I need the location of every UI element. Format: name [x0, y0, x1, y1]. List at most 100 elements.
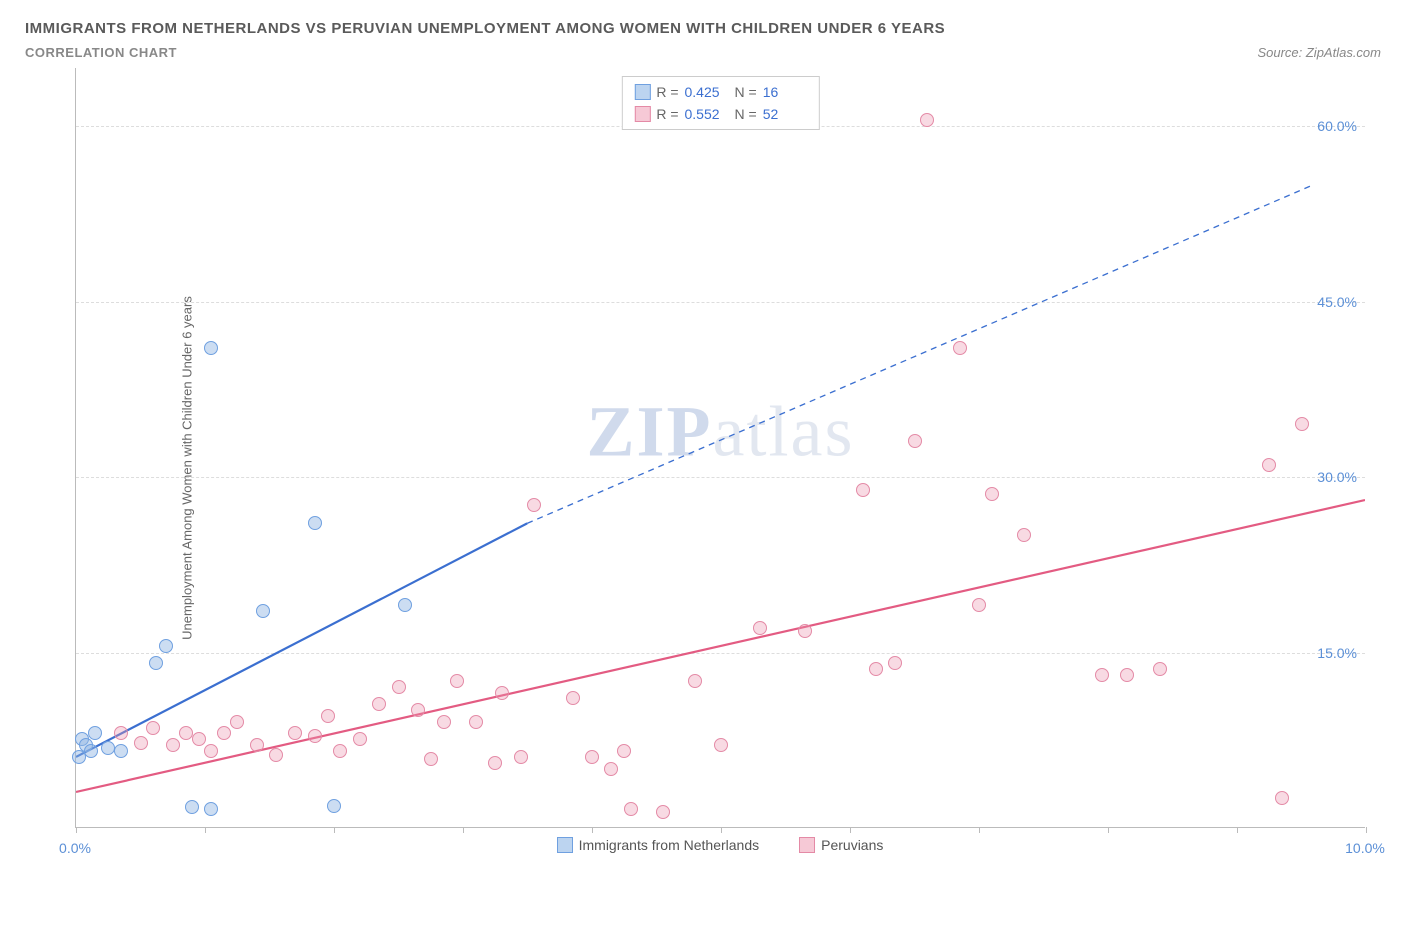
r-label: R =	[656, 106, 678, 122]
data-point	[908, 434, 922, 448]
n-label: N =	[735, 106, 757, 122]
data-point	[972, 598, 986, 612]
data-point	[372, 697, 386, 711]
watermark: ZIPatlas	[587, 391, 855, 474]
data-point	[1017, 528, 1031, 542]
stats-row: R = 0.425 N = 16	[634, 81, 806, 103]
gridline	[76, 653, 1365, 654]
bottom-legend: Immigrants from Netherlands Peruvians	[75, 830, 1365, 860]
data-point	[134, 736, 148, 750]
gridline	[76, 302, 1365, 303]
data-point	[179, 726, 193, 740]
y-tick-label: 45.0%	[1317, 294, 1357, 310]
data-point	[288, 726, 302, 740]
page-title: IMMIGRANTS FROM NETHERLANDS VS PERUVIAN …	[25, 20, 1381, 37]
data-point	[688, 674, 702, 688]
source-attribution: Source: ZipAtlas.com	[1257, 45, 1381, 60]
y-tick-label: 15.0%	[1317, 645, 1357, 661]
data-point	[488, 756, 502, 770]
data-point	[114, 726, 128, 740]
data-point	[753, 621, 767, 635]
data-point	[495, 686, 509, 700]
data-point	[856, 483, 870, 497]
series-swatch	[634, 84, 650, 100]
n-value: 52	[763, 106, 807, 122]
series-swatch	[634, 106, 650, 122]
data-point	[217, 726, 231, 740]
series-swatch	[799, 837, 815, 853]
data-point	[230, 715, 244, 729]
r-value: 0.552	[685, 106, 729, 122]
data-point	[411, 703, 425, 717]
data-point	[624, 802, 638, 816]
y-tick-label: 60.0%	[1317, 118, 1357, 134]
x-tick-label: 10.0%	[1345, 840, 1385, 856]
data-point	[798, 624, 812, 638]
data-point	[204, 802, 218, 816]
data-point	[617, 744, 631, 758]
data-point	[250, 738, 264, 752]
data-point	[450, 674, 464, 688]
data-point	[308, 729, 322, 743]
trend-line-extrapolated	[527, 185, 1313, 524]
data-point	[159, 639, 173, 653]
data-point	[146, 721, 160, 735]
data-point	[714, 738, 728, 752]
data-point	[888, 656, 902, 670]
data-point	[84, 744, 98, 758]
data-point	[327, 799, 341, 813]
chart-subtitle: CORRELATION CHART	[25, 45, 177, 60]
plot-area: ZIPatlas R = 0.425 N = 16 R = 0.552 N = 52 15.0…	[75, 68, 1365, 828]
data-point	[953, 341, 967, 355]
data-point	[398, 598, 412, 612]
data-point	[514, 750, 528, 764]
data-point	[114, 744, 128, 758]
data-point	[920, 113, 934, 127]
trend-line	[76, 523, 527, 757]
data-point	[192, 732, 206, 746]
data-point	[1262, 458, 1276, 472]
legend-label: Peruvians	[821, 837, 883, 853]
x-tick-label: 0.0%	[59, 840, 91, 856]
data-point	[101, 741, 115, 755]
data-point	[166, 738, 180, 752]
r-value: 0.425	[685, 84, 729, 100]
data-point	[1153, 662, 1167, 676]
data-point	[392, 680, 406, 694]
data-point	[185, 800, 199, 814]
data-point	[149, 656, 163, 670]
data-point	[566, 691, 580, 705]
data-point	[333, 744, 347, 758]
stats-row: R = 0.552 N = 52	[634, 103, 806, 125]
gridline	[76, 477, 1365, 478]
data-point	[353, 732, 367, 746]
data-point	[985, 487, 999, 501]
r-label: R =	[656, 84, 678, 100]
data-point	[1095, 668, 1109, 682]
data-point	[204, 744, 218, 758]
series-swatch	[557, 837, 573, 853]
data-point	[869, 662, 883, 676]
data-point	[424, 752, 438, 766]
n-label: N =	[735, 84, 757, 100]
data-point	[1120, 668, 1134, 682]
n-value: 16	[763, 84, 807, 100]
legend-label: Immigrants from Netherlands	[579, 837, 760, 853]
data-point	[469, 715, 483, 729]
data-point	[308, 516, 322, 530]
data-point	[72, 750, 86, 764]
data-point	[527, 498, 541, 512]
stats-legend-box: R = 0.425 N = 16 R = 0.552 N = 52	[621, 76, 819, 130]
data-point	[604, 762, 618, 776]
data-point	[269, 748, 283, 762]
data-point	[88, 726, 102, 740]
data-point	[204, 341, 218, 355]
y-tick-label: 30.0%	[1317, 469, 1357, 485]
legend-item: Peruvians	[799, 837, 883, 853]
legend-item: Immigrants from Netherlands	[557, 837, 760, 853]
data-point	[256, 604, 270, 618]
data-point	[437, 715, 451, 729]
data-point	[321, 709, 335, 723]
correlation-chart: Unemployment Among Women with Children U…	[25, 68, 1381, 868]
data-point	[1295, 417, 1309, 431]
